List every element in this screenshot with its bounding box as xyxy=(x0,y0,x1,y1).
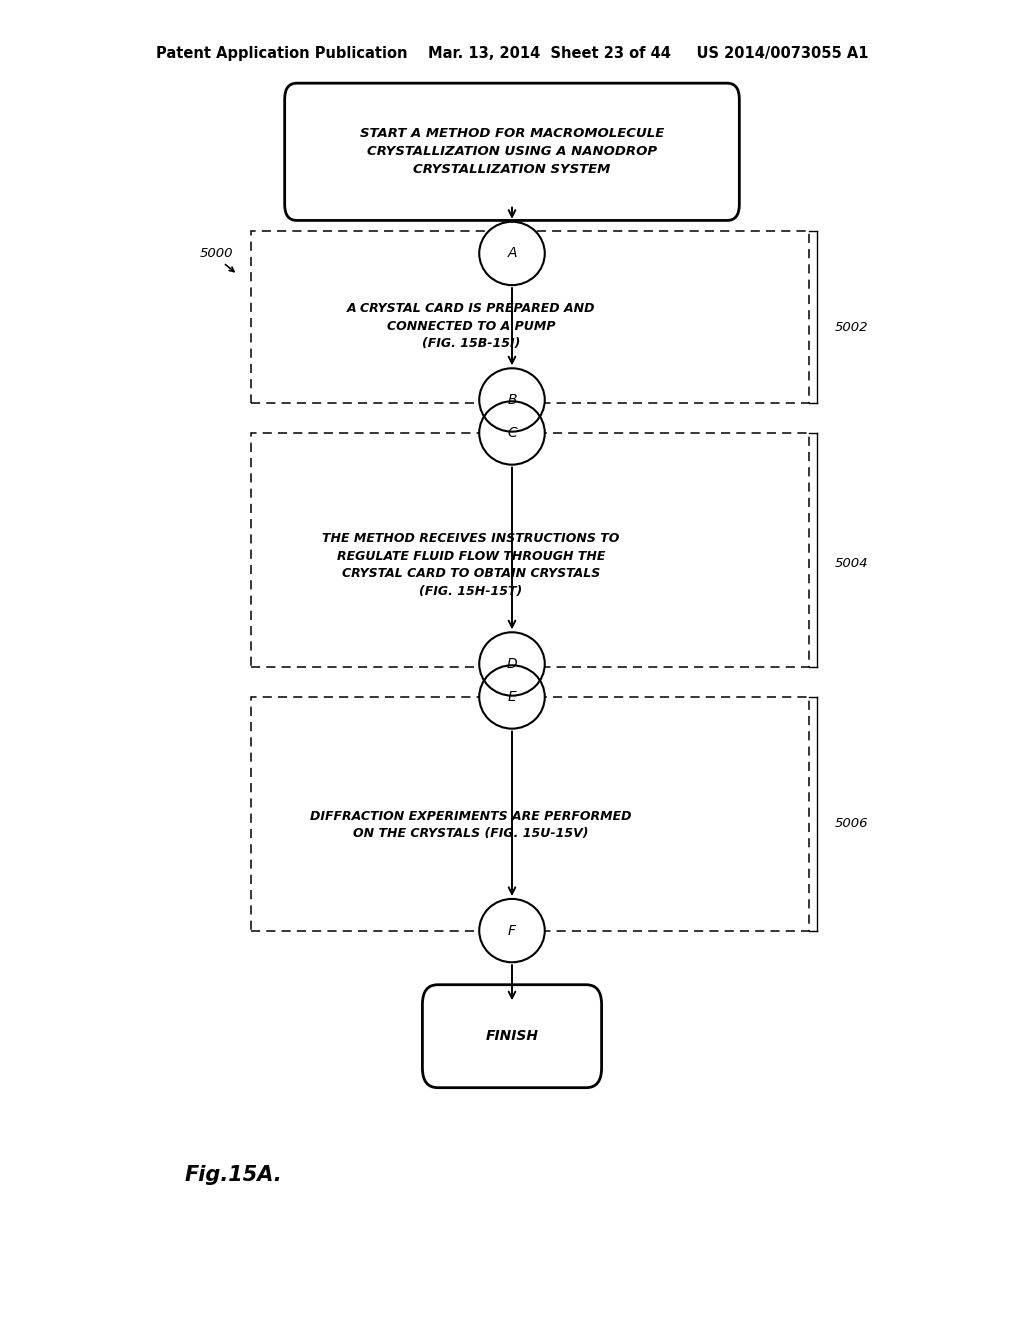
Text: DIFFRACTION EXPERIMENTS ARE PERFORMED
ON THE CRYSTALS (FIG. 15U-15V): DIFFRACTION EXPERIMENTS ARE PERFORMED ON… xyxy=(310,809,632,841)
FancyBboxPatch shape xyxy=(285,83,739,220)
Text: START A METHOD FOR MACROMOLECULE
CRYSTALLIZATION USING A NANODROP
CRYSTALLIZATIO: START A METHOD FOR MACROMOLECULE CRYSTAL… xyxy=(359,127,665,177)
Bar xyxy=(251,433,809,667)
Text: A CRYSTAL CARD IS PREPARED AND
CONNECTED TO A PUMP
(FIG. 15B-15I): A CRYSTAL CARD IS PREPARED AND CONNECTED… xyxy=(347,302,595,350)
Text: Patent Application Publication    Mar. 13, 2014  Sheet 23 of 44     US 2014/0073: Patent Application Publication Mar. 13, … xyxy=(156,46,868,61)
Text: D: D xyxy=(507,657,517,671)
Text: 5002: 5002 xyxy=(835,321,868,334)
Text: 5000: 5000 xyxy=(200,247,233,260)
Text: C: C xyxy=(507,426,517,440)
Text: B: B xyxy=(507,393,517,407)
Text: A: A xyxy=(507,247,517,260)
Text: F: F xyxy=(508,924,516,937)
Ellipse shape xyxy=(479,401,545,465)
Ellipse shape xyxy=(479,632,545,696)
Text: THE METHOD RECEIVES INSTRUCTIONS TO
REGULATE FLUID FLOW THROUGH THE
CRYSTAL CARD: THE METHOD RECEIVES INSTRUCTIONS TO REGU… xyxy=(323,532,620,598)
Text: FINISH: FINISH xyxy=(485,1030,539,1043)
Ellipse shape xyxy=(479,899,545,962)
Bar xyxy=(251,697,809,931)
Ellipse shape xyxy=(479,665,545,729)
Ellipse shape xyxy=(479,368,545,432)
Text: Fig.15A.: Fig.15A. xyxy=(184,1164,282,1185)
Text: 5004: 5004 xyxy=(835,557,868,570)
Text: E: E xyxy=(508,690,516,704)
FancyBboxPatch shape xyxy=(422,985,601,1088)
Ellipse shape xyxy=(479,222,545,285)
Text: 5006: 5006 xyxy=(835,817,868,830)
Bar xyxy=(251,231,809,403)
